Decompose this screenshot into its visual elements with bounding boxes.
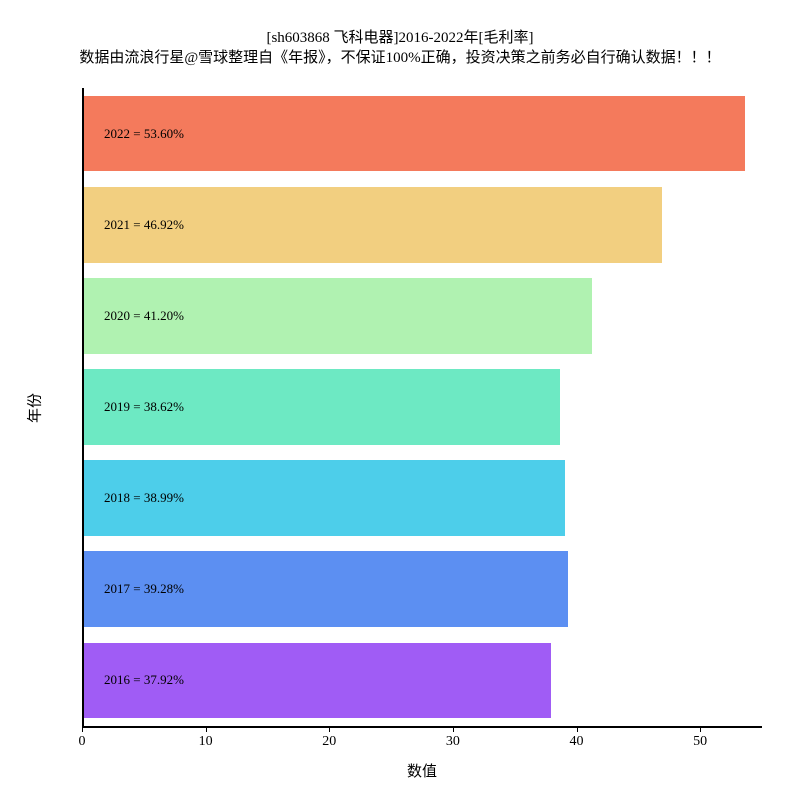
x-tick-label: 10: [199, 734, 213, 750]
bars-group: 2022 = 53.60% 2021 = 46.92% 2020 = 41.20% 2…: [84, 88, 762, 726]
x-tick-mark: [206, 726, 207, 732]
y-axis-label: 年份: [24, 393, 45, 423]
bar-label: 2021 = 46.92%: [104, 217, 184, 233]
x-tick-label: 20: [322, 734, 336, 750]
bar-label: 2017 = 39.28%: [104, 581, 184, 597]
x-tick-mark: [700, 726, 701, 732]
x-tick-label: 50: [693, 734, 707, 750]
bar-slot: 2020 = 41.20%: [84, 278, 762, 354]
chart-title-block: [sh603868 飞科电器]2016-2022年[毛利率] 数据由流浪行星@雪…: [0, 28, 800, 69]
x-tick-label: 40: [570, 734, 584, 750]
bar-label: 2020 = 41.20%: [104, 308, 184, 324]
chart-container: [sh603868 飞科电器]2016-2022年[毛利率] 数据由流浪行星@雪…: [0, 0, 800, 800]
x-tick-label: 0: [79, 734, 86, 750]
bar-label: 2022 = 53.60%: [104, 126, 184, 142]
x-tick-mark: [453, 726, 454, 732]
bar-label: 2018 = 38.99%: [104, 490, 184, 506]
bar-slot: 2017 = 39.28%: [84, 551, 762, 627]
chart-title-line1: [sh603868 飞科电器]2016-2022年[毛利率]: [0, 28, 800, 48]
bar-slot: 2022 = 53.60%: [84, 96, 762, 172]
bar-label: 2016 = 37.92%: [104, 672, 184, 688]
x-tick-label: 30: [446, 734, 460, 750]
bar-slot: 2016 = 37.92%: [84, 643, 762, 719]
x-tick-mark: [577, 726, 578, 732]
chart-title-line2: 数据由流浪行星@雪球整理自《年报》，不保证100%正确，投资决策之前务必自行确认…: [0, 48, 800, 68]
x-axis-label: 数值: [82, 760, 762, 781]
x-tick-mark: [82, 726, 83, 732]
x-ticks-group: 0 10 20 30 40 50: [82, 728, 762, 758]
bar-slot: 2021 = 46.92%: [84, 187, 762, 263]
bar-slot: 2019 = 38.62%: [84, 369, 762, 445]
plot-area: 2022 = 53.60% 2021 = 46.92% 2020 = 41.20% 2…: [82, 88, 762, 728]
bar-label: 2019 = 38.62%: [104, 399, 184, 415]
bar-slot: 2018 = 38.99%: [84, 460, 762, 536]
x-tick-mark: [329, 726, 330, 732]
